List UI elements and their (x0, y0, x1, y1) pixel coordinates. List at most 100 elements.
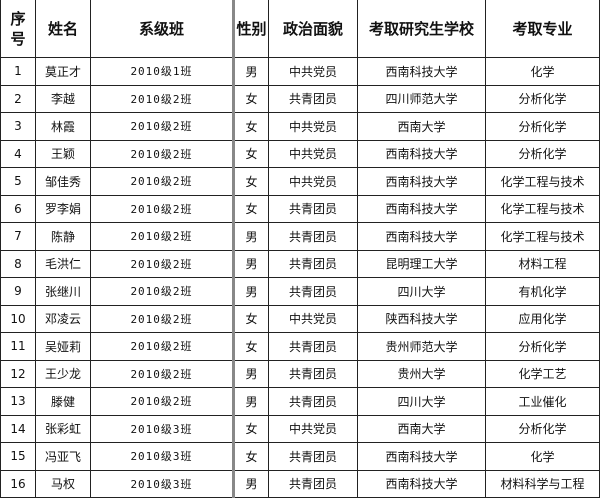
major-cell: 分析化学 (485, 332, 600, 361)
row-index-cell: 1 (0, 57, 36, 86)
row-index-cell: 7 (0, 222, 36, 251)
row-index-cell: 16 (0, 469, 36, 498)
class-cell: 2010级2班 (90, 194, 234, 223)
table-row: 12 王少龙 2010级2班男共青团员 贵州大学 化学工艺 (0, 359, 600, 388)
class-cell: 2010级3班 (90, 469, 234, 498)
political-status-cell: 共青团员 (268, 194, 358, 223)
student-name-cell: 马权 (35, 469, 91, 498)
table-row: 14 张彩虹 2010级3班女中共党员 西南大学 分析化学 (0, 414, 600, 443)
table-row: 10 邓凌云 2010级2班女中共党员 陕西科技大学 应用化学 (0, 304, 600, 333)
gender-cell: 女 (232, 414, 269, 443)
gender-cell: 女 (232, 332, 269, 361)
political-status-cell: 共青团员 (268, 359, 358, 388)
school-cell: 贵州师范大学 (357, 332, 486, 361)
header-gender: 性别 (232, 0, 269, 58)
gender-cell: 男 (232, 222, 269, 251)
header-index: 序号 (0, 0, 36, 58)
major-cell: 材料科学与工程 (485, 469, 600, 498)
class-cell: 2010级2班 (90, 304, 234, 333)
class-cell: 2010级2班 (90, 112, 234, 141)
table-row: 2 李越 2010级2班女共青团员 四川师范大学 分析化学 (0, 84, 600, 113)
class-cell: 2010级2班 (90, 249, 234, 278)
political-status-cell: 中共党员 (268, 139, 358, 168)
student-name-cell: 滕健 (35, 387, 91, 416)
class-cell: 2010级2班 (90, 84, 234, 113)
gender-cell: 女 (232, 139, 269, 168)
gender-cell: 女 (232, 112, 269, 141)
table-row: 15 冯亚飞 2010级3班女共青团员 西南科技大学 化学 (0, 442, 600, 471)
gender-cell: 女 (232, 442, 269, 471)
major-cell: 化学工艺 (485, 359, 600, 388)
gender-cell: 女 (232, 167, 269, 196)
class-cell: 2010级2班 (90, 359, 234, 388)
student-name-cell: 李越 (35, 84, 91, 113)
header-name: 姓名 (35, 0, 91, 58)
political-status-cell: 共青团员 (268, 277, 358, 306)
table-row: 7 陈静 2010级2班男共青团员 西南科技大学 化学工程与技术 (0, 222, 600, 251)
major-cell: 分析化学 (485, 414, 600, 443)
school-cell: 贵州大学 (357, 359, 486, 388)
school-cell: 西南科技大学 (357, 442, 486, 471)
gender-cell: 男 (232, 277, 269, 306)
student-name-cell: 毛洪仁 (35, 249, 91, 278)
row-index-cell: 14 (0, 414, 36, 443)
student-name-cell: 邓凌云 (35, 304, 91, 333)
class-cell: 2010级2班 (90, 167, 234, 196)
header-political-status: 政治面貌 (268, 0, 358, 58)
school-cell: 四川师范大学 (357, 84, 486, 113)
gender-cell: 男 (232, 387, 269, 416)
political-status-cell: 共青团员 (268, 387, 358, 416)
table-row: 6 罗李娟 2010级2班女共青团员 西南科技大学 化学工程与技术 (0, 194, 600, 223)
major-cell: 材料工程 (485, 249, 600, 278)
row-index-cell: 9 (0, 277, 36, 306)
student-name-cell: 邹佳秀 (35, 167, 91, 196)
political-status-cell: 共青团员 (268, 222, 358, 251)
row-index-cell: 4 (0, 139, 36, 168)
political-status-cell: 共青团员 (268, 249, 358, 278)
major-cell: 化学工程与技术 (485, 167, 600, 196)
table-row: 1 莫正才 2010级1班男中共党员 西南科技大学 化学 (0, 57, 600, 86)
student-name-cell: 吴娅莉 (35, 332, 91, 361)
class-cell: 2010级2班 (90, 222, 234, 251)
major-cell: 化学工程与技术 (485, 194, 600, 223)
major-cell: 工业催化 (485, 387, 600, 416)
major-cell: 化学 (485, 442, 600, 471)
political-status-cell: 中共党员 (268, 414, 358, 443)
header-major: 考取专业 (485, 0, 600, 58)
major-cell: 分析化学 (485, 112, 600, 141)
table-row: 8 毛洪仁 2010级2班男共青团员 昆明理工大学 材料工程 (0, 249, 600, 278)
school-cell: 西南科技大学 (357, 57, 486, 86)
student-name-cell: 王颖 (35, 139, 91, 168)
political-status-cell: 中共党员 (268, 304, 358, 333)
gender-cell: 男 (232, 359, 269, 388)
row-index-cell: 6 (0, 194, 36, 223)
political-status-cell: 中共党员 (268, 57, 358, 86)
school-cell: 西南大学 (357, 112, 486, 141)
major-cell: 分析化学 (485, 84, 600, 113)
gender-cell: 男 (232, 249, 269, 278)
student-name-cell: 张继川 (35, 277, 91, 306)
row-index-cell: 8 (0, 249, 36, 278)
row-index-cell: 13 (0, 387, 36, 416)
gender-cell: 女 (232, 84, 269, 113)
major-cell: 化学工程与技术 (485, 222, 600, 251)
table-row: 9 张继川 2010级2班男共青团员 四川大学 有机化学 (0, 277, 600, 306)
table-row: 3 林霞 2010级2班女中共党员 西南大学 分析化学 (0, 112, 600, 141)
student-name-cell: 陈静 (35, 222, 91, 251)
school-cell: 四川大学 (357, 277, 486, 306)
major-cell: 有机化学 (485, 277, 600, 306)
student-name-cell: 罗李娟 (35, 194, 91, 223)
header-school: 考取研究生学校 (357, 0, 486, 58)
gender-cell: 女 (232, 304, 269, 333)
row-index-cell: 3 (0, 112, 36, 141)
class-cell: 2010级2班 (90, 277, 234, 306)
gender-cell: 男 (232, 57, 269, 86)
class-cell: 2010级2班 (90, 387, 234, 416)
row-index-cell: 10 (0, 304, 36, 333)
table-row: 5 邹佳秀 2010级2班女中共党员 西南科技大学 化学工程与技术 (0, 167, 600, 196)
political-status-cell: 共青团员 (268, 332, 358, 361)
row-index-cell: 15 (0, 442, 36, 471)
political-status-cell: 中共党员 (268, 112, 358, 141)
class-cell: 2010级1班 (90, 57, 234, 86)
